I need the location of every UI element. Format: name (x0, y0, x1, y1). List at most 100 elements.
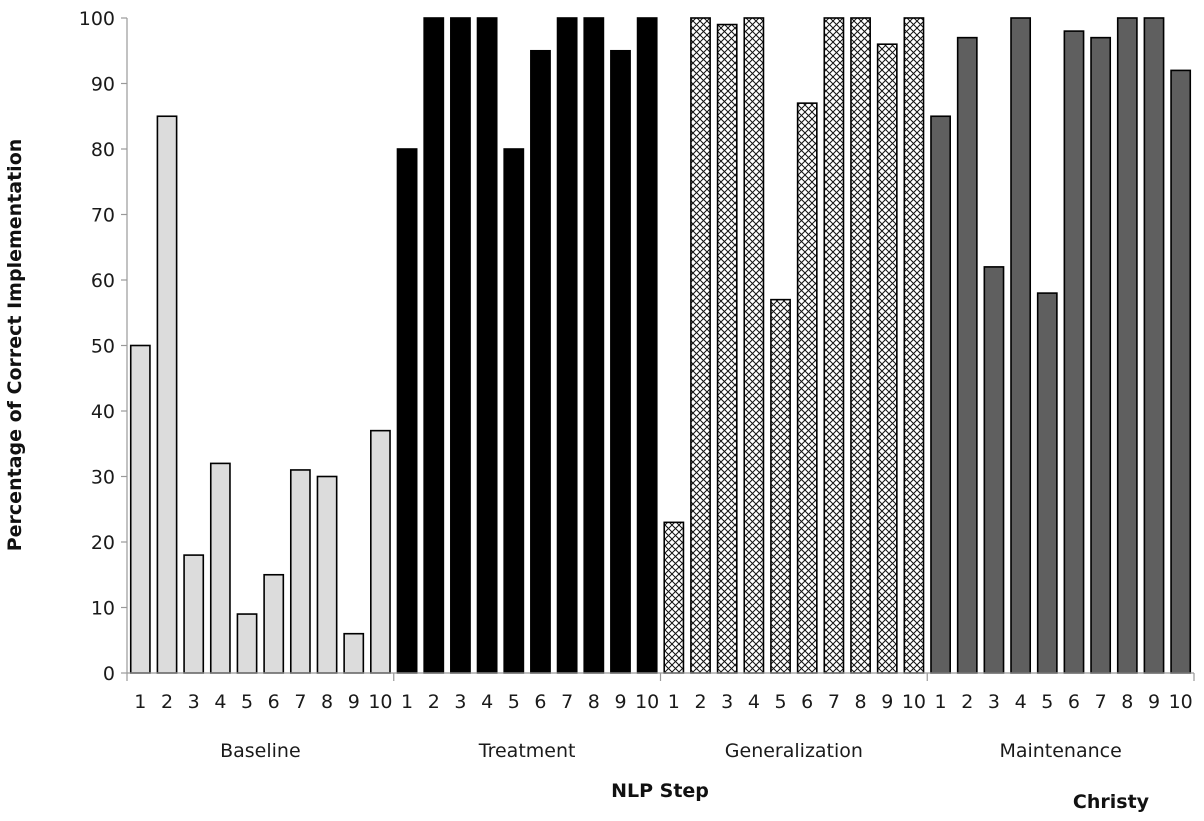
bar-generalization-7 (823, 17, 845, 674)
y-tick-label-90: 90 (91, 74, 115, 96)
bar-maintenance-7 (1090, 36, 1112, 674)
bar-baseline-10 (370, 429, 391, 674)
y-tick-label-80: 80 (91, 139, 115, 161)
bar-maintenance-4 (1010, 17, 1032, 674)
bar-treatment-5 (503, 148, 525, 674)
bar-treatment-1 (396, 148, 418, 674)
group-label-treatment: Treatment (478, 740, 576, 762)
bar-treatment-7 (556, 17, 578, 674)
x-tick-label-generalization-2: 2 (694, 691, 706, 713)
bar-maintenance-8 (1116, 17, 1138, 674)
x-tick-label-treatment-6: 6 (534, 691, 546, 713)
x-tick-label-maintenance-8: 8 (1121, 691, 1133, 713)
bar-baseline-4 (209, 462, 231, 674)
x-tick-label-maintenance-6: 6 (1068, 691, 1080, 713)
x-tick-label-baseline-5: 5 (241, 691, 253, 713)
y-tick-label-60: 60 (91, 270, 115, 292)
x-tick-label-maintenance-5: 5 (1041, 691, 1053, 713)
x-tick-label-generalization-1: 1 (668, 691, 680, 713)
x-tick-label-treatment-2: 2 (428, 691, 440, 713)
x-tick-label-baseline-4: 4 (214, 691, 226, 713)
bar-generalization-1 (663, 521, 685, 674)
y-tick-label-50: 50 (91, 336, 115, 358)
y-tick-label-0: 0 (103, 663, 115, 685)
y-tick-label-20: 20 (91, 532, 115, 554)
participant-label: Christy (1073, 791, 1150, 813)
x-tick-label-maintenance-7: 7 (1095, 691, 1107, 713)
bar-baseline-9 (343, 632, 365, 674)
x-tick-label-generalization-10: 10 (902, 691, 926, 713)
bar-generalization-3 (716, 23, 738, 674)
bar-maintenance-5 (1036, 292, 1058, 674)
group-label-baseline: Baseline (220, 740, 301, 762)
bar-generalization-5 (770, 298, 791, 674)
bar-generalization-9 (876, 43, 898, 674)
bar-treatment-3 (450, 17, 471, 674)
series-baseline (129, 115, 391, 674)
axes-layer (121, 17, 1195, 681)
group-label-generalization: Generalization (725, 740, 863, 762)
bar-treatment-4 (476, 17, 498, 674)
x-tick-label-generalization-4: 4 (748, 691, 760, 713)
series-treatment (396, 17, 658, 674)
x-tick-label-baseline-3: 3 (188, 691, 200, 713)
x-tick-label-maintenance-4: 4 (1015, 691, 1027, 713)
bar-maintenance-6 (1063, 30, 1085, 674)
x-tick-label-baseline-1: 1 (134, 691, 146, 713)
bar-generalization-10 (903, 17, 925, 674)
x-tick-label-generalization-5: 5 (774, 691, 786, 713)
bar-baseline-2 (156, 115, 178, 674)
bar-generalization-8 (850, 17, 871, 674)
bar-baseline-1 (129, 344, 151, 674)
bar-baseline-7 (289, 469, 311, 674)
x-tick-label-generalization-7: 7 (828, 691, 840, 713)
x-tick-label-generalization-6: 6 (801, 691, 813, 713)
bar-maintenance-3 (983, 266, 1005, 674)
x-tick-label-maintenance-10: 10 (1169, 691, 1193, 713)
x-tick-label-baseline-7: 7 (294, 691, 306, 713)
x-tick-label-treatment-9: 9 (614, 691, 626, 713)
x-tick-label-treatment-10: 10 (635, 691, 659, 713)
x-tick-label-treatment-5: 5 (508, 691, 520, 713)
bar-treatment-6 (530, 49, 551, 674)
bar-baseline-5 (236, 613, 258, 674)
bar-baseline-3 (183, 554, 205, 674)
x-tick-label-treatment-4: 4 (481, 691, 493, 713)
bar-treatment-2 (423, 17, 445, 674)
y-tick-label-30: 30 (91, 467, 115, 489)
bar-generalization-2 (690, 17, 711, 674)
bar-maintenance-2 (956, 36, 978, 674)
x-tick-label-baseline-6: 6 (268, 691, 280, 713)
x-tick-label-generalization-9: 9 (881, 691, 893, 713)
y-axis-title: Percentage of Correct Implementation (4, 139, 26, 552)
x-axis-title: NLP Step (611, 780, 709, 802)
x-tick-label-maintenance-1: 1 (935, 691, 947, 713)
x-tick-label-generalization-8: 8 (855, 691, 867, 713)
y-tick-label-10: 10 (91, 598, 115, 620)
bar-maintenance-10 (1170, 69, 1192, 674)
y-tick-label-70: 70 (91, 205, 115, 227)
x-tick-label-baseline-8: 8 (321, 691, 333, 713)
x-tick-label-baseline-2: 2 (161, 691, 173, 713)
group-label-maintenance: Maintenance (999, 740, 1121, 762)
bar-treatment-9 (610, 49, 631, 674)
bar-baseline-6 (263, 573, 285, 674)
x-tick-label-treatment-8: 8 (588, 691, 600, 713)
bar-generalization-6 (796, 102, 818, 674)
bar-maintenance-9 (1143, 17, 1165, 674)
bar-maintenance-1 (930, 115, 951, 674)
x-tick-label-maintenance-2: 2 (961, 691, 973, 713)
x-tick-label-treatment-1: 1 (401, 691, 413, 713)
bar-treatment-8 (583, 17, 605, 674)
series-maintenance (930, 17, 1192, 674)
bars-layer (129, 17, 1192, 674)
x-tick-label-treatment-3: 3 (454, 691, 466, 713)
y-tick-label-100: 100 (79, 8, 115, 30)
series-generalization (663, 17, 925, 674)
bar-generalization-4 (743, 17, 765, 674)
x-tick-label-maintenance-9: 9 (1148, 691, 1160, 713)
x-tick-label-maintenance-3: 3 (988, 691, 1000, 713)
x-tick-label-treatment-7: 7 (561, 691, 573, 713)
x-tick-label-baseline-9: 9 (348, 691, 360, 713)
